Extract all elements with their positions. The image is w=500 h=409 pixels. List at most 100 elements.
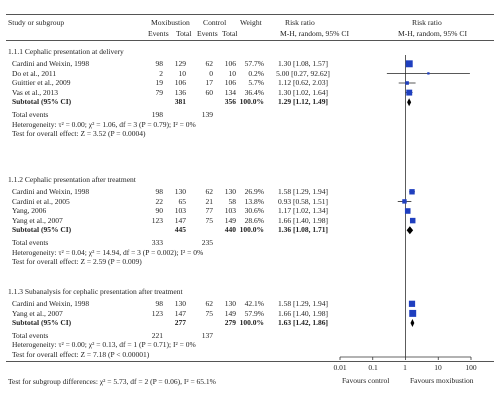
events-control: 77 [205, 206, 214, 216]
total-control: 106 [224, 59, 236, 68]
header-events-ctrl: Events [197, 29, 218, 38]
total-moxibustion: 103 [174, 206, 186, 216]
risk-ratio-ci: 1.12 [0.62, 2.03] [278, 78, 328, 88]
events-moxibustion: 98 [155, 187, 164, 196]
favours-moxibustion-label: Favours moxibustion [410, 376, 474, 385]
weight: 57.7% [244, 59, 264, 68]
study-name: Cardini and Weixin, 1998 [12, 299, 90, 308]
pooled-diamond [406, 226, 414, 235]
header-total-moxi: Total [176, 29, 192, 38]
subtotal-label: Subtotal (95% CI) [12, 318, 72, 328]
study-name: Yang, 2006 [12, 206, 47, 216]
study-point-marker [409, 217, 416, 224]
total-control: 10 [228, 68, 237, 78]
events-control: 75 [205, 215, 214, 225]
study-point-marker [402, 199, 407, 204]
risk-ratio-ci: 0.93 [0.58, 1.51] [278, 196, 328, 206]
total-control: 58 [228, 196, 237, 206]
header-control: Control [203, 18, 227, 27]
header-moxibustion: Moxibustion [151, 18, 190, 27]
total-events-label: Total events [12, 238, 49, 247]
study-point-marker [427, 72, 430, 75]
weight: 0.2% [248, 68, 264, 78]
overall-effect-test: Test for overall effect: Z = 7.18 (P < 0… [12, 350, 150, 359]
subgroup-title: 1.1.2 Cephalic presentation after treatm… [8, 175, 136, 184]
header-events-moxi: Events [148, 29, 169, 38]
study-point-marker [406, 89, 413, 96]
top-rule [6, 14, 494, 15]
events-moxibustion: 123 [151, 215, 163, 225]
tick-label-0.01: 0.01 [333, 363, 347, 372]
subtotal-label: Subtotal (95% CI) [12, 225, 72, 235]
events-moxibustion: 22 [155, 196, 164, 206]
events-control: 0 [209, 68, 213, 78]
total-moxibustion: 129 [174, 59, 186, 68]
total-events-control: 235 [201, 238, 213, 247]
study-point-marker [409, 189, 415, 195]
tick-label-0.1: 0.1 [368, 363, 378, 372]
subtotal-total-moxibustion: 277 [174, 318, 186, 328]
weight: 57.9% [244, 308, 264, 318]
study-name: Yang et al., 2007 [12, 215, 63, 225]
subtotal-weight: 100.0% [239, 97, 264, 107]
header-total-ctrl: Total [222, 29, 238, 38]
events-moxibustion: 19 [155, 78, 164, 88]
total-control: 134 [224, 87, 236, 97]
events-control: 60 [205, 87, 214, 97]
header-rule [6, 40, 494, 41]
events-control: 62 [205, 187, 214, 196]
total-events-moxibustion: 333 [151, 238, 163, 247]
subtotal-weight: 100.0% [239, 225, 264, 235]
risk-ratio-ci: 1.30 [1.08, 1.57] [278, 59, 328, 68]
events-moxibustion: 123 [151, 308, 163, 318]
events-moxibustion: 90 [155, 206, 164, 216]
total-events-moxibustion: 198 [151, 110, 163, 119]
total-control: 130 [224, 187, 236, 196]
total-events-label: Total events [12, 330, 49, 340]
total-events-moxibustion: 221 [151, 330, 163, 340]
study-name: Cardini and Weixin, 1998 [12, 59, 90, 68]
header-study: Study or subgroup [8, 18, 65, 27]
risk-ratio-ci: 1.30 [1.02, 1.64] [278, 87, 328, 97]
study-point-marker [408, 300, 416, 307]
heterogeneity-stats: Heterogeneity: τ² = 0.04; χ² = 14.94, df… [12, 247, 204, 257]
header-rr-method: M-H, random, 95% CI [280, 29, 349, 38]
total-moxibustion: 147 [174, 215, 186, 225]
events-control: 17 [205, 78, 214, 88]
study-name: Do et al., 2011 [12, 68, 57, 78]
total-moxibustion: 106 [174, 78, 186, 88]
subtotal-total-control: 279 [224, 318, 236, 328]
total-moxibustion: 65 [178, 196, 187, 206]
events-moxibustion: 2 [159, 68, 163, 78]
study-point-marker [405, 60, 413, 68]
events-control: 62 [205, 59, 214, 68]
overall-effect-test: Test for overall effect: Z = 3.52 (P = 0… [12, 129, 146, 139]
study-name: Cardini et al., 2005 [12, 196, 70, 206]
events-moxibustion: 79 [155, 87, 164, 97]
header-rr-method-plot: M-H, random, 95% CI [398, 29, 467, 38]
risk-ratio-ci: 1.66 [1.40, 1.98] [278, 215, 328, 225]
total-events-control: 137 [201, 330, 213, 340]
heterogeneity-stats: Heterogeneity: τ² = 0.00; χ² = 0.13, df … [12, 340, 196, 350]
total-moxibustion: 10 [178, 68, 187, 78]
events-control: 21 [205, 196, 214, 206]
risk-ratio-ci: 1.58 [1.29, 1.94] [278, 187, 328, 196]
total-control: 106 [224, 78, 236, 88]
study-point-marker [409, 309, 417, 317]
subgroup-title: 1.1.3 Subanalysis for cephalic presentat… [8, 287, 183, 296]
pooled-diamond [407, 98, 412, 107]
risk-ratio-ci: 1.17 [1.02, 1.34] [278, 206, 328, 216]
subgroup-differences-test: Test for subgroup differences: χ² = 5.73… [8, 377, 216, 386]
weight: 26.9% [244, 187, 264, 196]
events-control: 62 [205, 299, 214, 308]
subtotal-total-moxibustion: 381 [174, 97, 186, 107]
total-control: 103 [224, 206, 236, 216]
weight: 5.7% [248, 78, 264, 88]
header-weight: Weight [240, 18, 262, 27]
favours-control-label: Favours control [342, 376, 390, 385]
weight: 42.1% [244, 299, 264, 308]
overall-effect-test: Test for overall effect: Z = 2.59 (P = 0… [12, 257, 142, 267]
events-moxibustion: 98 [155, 59, 164, 68]
